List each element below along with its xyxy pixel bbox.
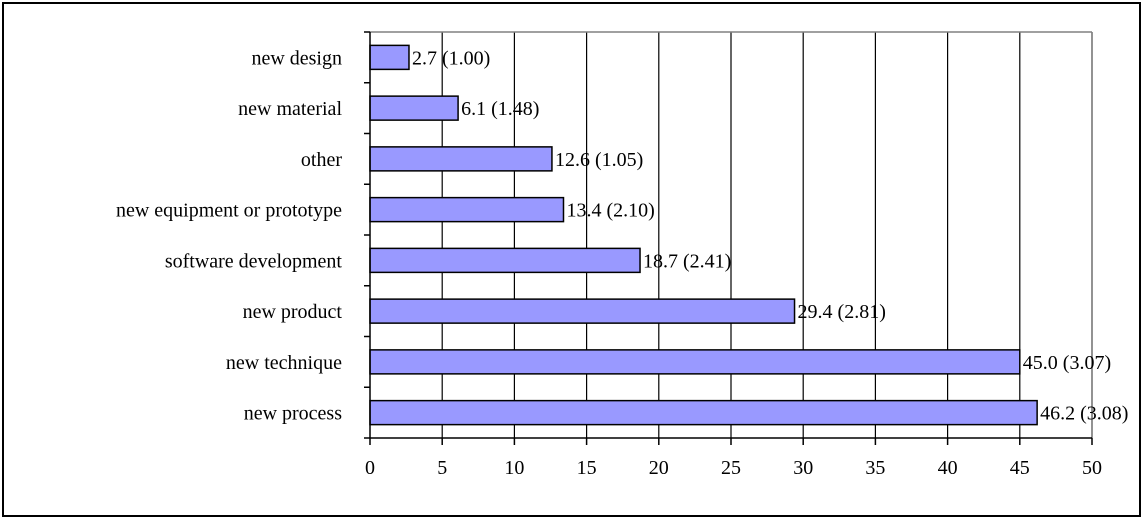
- bar-new-material: [369, 95, 459, 121]
- data-label-new-material: 6.1 (1.48): [461, 98, 539, 120]
- x-tick-label-5: 5: [437, 457, 447, 479]
- category-label-new-equipment-or-prototype: new equipment or prototype: [116, 200, 342, 222]
- x-tick-label-45: 45: [1010, 457, 1030, 479]
- x-tick-label-30: 30: [793, 457, 813, 479]
- category-label-software-development: software development: [165, 250, 343, 272]
- category-label-new-technique: new technique: [226, 352, 342, 374]
- bar-chart: 2.7 (1.00) new design 6.1 (1.48) new materi…: [116, 31, 1129, 479]
- data-label-new-design: 2.7 (1.00): [412, 47, 490, 69]
- data-label-new-product: 29.4 (2.81): [798, 301, 886, 323]
- x-tick-label-40: 40: [938, 457, 958, 479]
- category-label-new-product: new product: [243, 301, 343, 323]
- data-label-software-development: 18.7 (2.41): [643, 250, 731, 272]
- x-tick-label-20: 20: [649, 457, 669, 479]
- category-label-other: other: [301, 149, 342, 171]
- x-tick-label-25: 25: [721, 457, 741, 479]
- bars: [369, 44, 1038, 426]
- category-label-new-design: new design: [251, 47, 342, 69]
- x-tick-label-15: 15: [577, 457, 597, 479]
- category-label-new-process: new process: [244, 403, 343, 425]
- data-label-new-technique: 45.0 (3.07): [1023, 352, 1111, 374]
- axes: [364, 31, 1093, 445]
- bar-software-development: [369, 247, 641, 274]
- labels: 2.7 (1.00) new design 6.1 (1.48) new materi…: [116, 47, 1129, 479]
- bar-new-process: [369, 399, 1038, 426]
- data-label-other: 12.6 (1.05): [555, 149, 643, 171]
- data-label-new-equipment-or-prototype: 13.4 (2.10): [566, 200, 654, 222]
- gridlines: [441, 32, 1093, 438]
- x-tick-label-35: 35: [865, 457, 885, 479]
- bar-new-equipment-or-prototype: [369, 196, 565, 223]
- bar-new-technique: [369, 349, 1021, 375]
- bar-new-product: [369, 298, 796, 324]
- data-label-new-process: 46.2 (3.08): [1040, 403, 1128, 425]
- x-tick-label-0: 0: [365, 457, 375, 479]
- category-label-new-material: new material: [238, 98, 342, 120]
- bar-new-design: [369, 44, 410, 71]
- x-tick-label-50: 50: [1082, 457, 1102, 479]
- x-tick-label-10: 10: [504, 457, 524, 479]
- bar-other: [369, 146, 553, 172]
